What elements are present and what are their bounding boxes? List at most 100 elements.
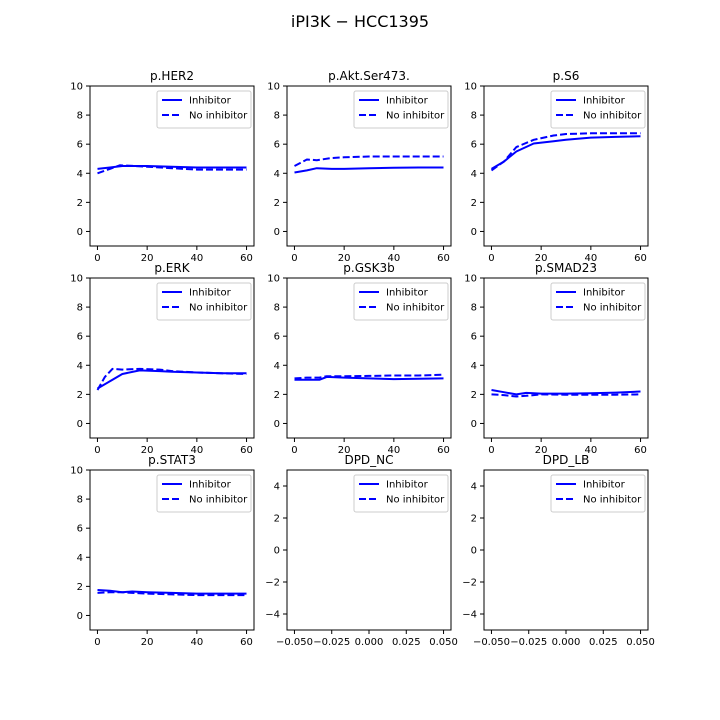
panel-p-smad23-series-no-inhibitor bbox=[491, 393, 641, 398]
panel-p-akt-ser473-ytick-label: 4 bbox=[274, 169, 280, 180]
panel-p-smad23-ytick-label: 8 bbox=[471, 303, 477, 314]
panel-p-erk-xtick-label: 20 bbox=[141, 445, 154, 456]
panel-p-her2-xtick-label: 0 bbox=[94, 253, 100, 264]
panel-p-gsk3b-legend-label-inhibitor: Inhibitor bbox=[386, 288, 429, 299]
panel-dpd-lb-xtick-label: −0.025 bbox=[510, 637, 547, 648]
panel-dpd-lb-ytick-label: 0 bbox=[471, 546, 477, 557]
panel-p-smad23-xtick-label: 60 bbox=[634, 445, 647, 456]
panel-p-akt-ser473-ytick-label: 0 bbox=[274, 227, 280, 238]
panel-p-smad23-title: p.SMAD23 bbox=[535, 261, 597, 275]
panel-dpd-lb-title: DPD_LB bbox=[543, 453, 590, 467]
panel-p-gsk3b-ytick-label: 4 bbox=[274, 361, 280, 372]
panel-p-stat3-ytick-label: 4 bbox=[77, 553, 83, 564]
panel-p-gsk3b-xtick-label: 0 bbox=[291, 445, 297, 456]
panel-dpd-lb-ytick-label: −2 bbox=[462, 578, 477, 589]
panel-dpd-lb-legend: Inhibitor No inhibitor bbox=[550, 474, 646, 513]
panel-p-erk-ytick-label: 10 bbox=[70, 274, 83, 285]
panel-dpd-lb-legend-label-inhibitor: Inhibitor bbox=[583, 480, 626, 491]
panel-p-her2-legend-label-inhibitor: Inhibitor bbox=[189, 96, 232, 107]
panel-p-stat3-legend-label-no-inhibitor: No inhibitor bbox=[189, 495, 248, 506]
panel-p-s6-ytick-label: 10 bbox=[464, 82, 477, 93]
panel-p-gsk3b-ytick-label: 8 bbox=[274, 303, 280, 314]
panel-p-s6-series-no-inhibitor bbox=[490, 132, 641, 172]
panel-dpd-nc-xtick-label: 0.025 bbox=[392, 637, 421, 648]
panel-p-smad23-ytick-label: 10 bbox=[464, 274, 477, 285]
panel-p-stat3-ytick-label: 10 bbox=[70, 466, 83, 477]
panel-p-her2-ytick-label: 8 bbox=[77, 111, 83, 122]
panel-p-gsk3b-series-inhibitor bbox=[294, 375, 444, 381]
panel-p-her2-title: p.HER2 bbox=[150, 69, 194, 83]
panel-p-erk-series-no-inhibitor bbox=[96, 367, 247, 391]
panel-p-gsk3b-legend-label-no-inhibitor: No inhibitor bbox=[386, 303, 445, 314]
panel-p-her2-ytick-label: 10 bbox=[70, 82, 83, 93]
panel-p-gsk3b-xtick-label: 20 bbox=[338, 445, 351, 456]
panel-p-erk-ytick-label: 2 bbox=[77, 390, 83, 401]
panel-p-erk-ytick-label: 6 bbox=[77, 332, 83, 343]
panel-dpd-nc: DPD_NC −0.050 −0.025 0.000 0.025 0.050 −4 −2 0 2 4… bbox=[265, 453, 458, 648]
panel-p-her2-xtick-label: 60 bbox=[240, 253, 253, 264]
panel-p-smad23: p.SMAD23 0 20 40 60 0 2 4 6 8 10 Inhibitor No inhibi… bbox=[464, 261, 649, 456]
panel-p-akt-ser473-xtick-label: 60 bbox=[437, 253, 450, 264]
panel-p-gsk3b-series-no-inhibitor bbox=[294, 373, 444, 380]
panel-p-gsk3b-ytick-label: 6 bbox=[274, 332, 280, 343]
panel-p-stat3-series-no-inhibitor bbox=[97, 591, 247, 597]
panel-p-akt-ser473-xtick-label: 20 bbox=[338, 253, 351, 264]
panel-p-s6-xtick-label: 0 bbox=[488, 253, 494, 264]
panel-p-s6-xtick-label: 60 bbox=[634, 253, 647, 264]
panel-p-her2-ytick-label: 2 bbox=[77, 198, 83, 209]
panel-p-s6-ytick-label: 0 bbox=[471, 227, 477, 238]
panel-dpd-nc-ytick-label: 2 bbox=[274, 514, 280, 525]
panel-p-erk: p.ERK 0 20 40 60 0 2 4 6 8 10 Inhibitor No inhibitor bbox=[70, 261, 255, 456]
panel-dpd-nc-ytick-label: −2 bbox=[265, 578, 280, 589]
panel-p-her2-ytick-label: 0 bbox=[77, 227, 83, 238]
panel-p-smad23-ytick-label: 6 bbox=[471, 332, 477, 343]
panel-p-erk-legend-label-no-inhibitor: No inhibitor bbox=[189, 303, 248, 314]
panel-dpd-lb-xtick-label: 0.000 bbox=[552, 637, 581, 648]
panel-dpd-lb-ytick-label: −4 bbox=[462, 610, 477, 621]
panel-p-smad23-ytick-label: 0 bbox=[471, 419, 477, 430]
panel-p-stat3-xtick-label: 0 bbox=[94, 637, 100, 648]
panel-p-erk-xtick-label: 0 bbox=[94, 445, 100, 456]
panel-p-her2-ytick-label: 4 bbox=[77, 169, 83, 180]
panel-p-smad23-ytick-label: 2 bbox=[471, 390, 477, 401]
panel-p-erk-ytick-label: 4 bbox=[77, 361, 83, 372]
panel-p-erk-xtick-label: 60 bbox=[240, 445, 253, 456]
panel-p-s6-ytick-label: 8 bbox=[471, 111, 477, 122]
panel-dpd-nc-xtick-label: 0.050 bbox=[429, 637, 458, 648]
panel-dpd-nc-ytick-label: 0 bbox=[274, 546, 280, 557]
panel-p-stat3-ytick-label: 8 bbox=[77, 495, 83, 506]
panel-p-s6-ytick-label: 4 bbox=[471, 169, 477, 180]
panel-p-smad23-series-inhibitor bbox=[491, 389, 641, 396]
panel-p-stat3-legend: Inhibitor No inhibitor bbox=[156, 474, 252, 513]
panel-p-smad23-legend: Inhibitor No inhibitor bbox=[550, 282, 646, 321]
panel-p-akt-ser473-legend-label-inhibitor: Inhibitor bbox=[386, 96, 429, 107]
panel-dpd-lb-ytick-label: 2 bbox=[471, 514, 477, 525]
panel-p-s6-xtick-label: 20 bbox=[535, 253, 548, 264]
panel-p-akt-ser473-legend: Inhibitor No inhibitor bbox=[353, 90, 449, 129]
panel-p-erk-ytick-label: 0 bbox=[77, 419, 83, 430]
panel-p-stat3-xtick-label: 40 bbox=[190, 637, 203, 648]
panel-p-akt-ser473-xtick-label: 0 bbox=[291, 253, 297, 264]
panel-p-erk-legend: Inhibitor No inhibitor bbox=[156, 282, 252, 321]
panel-p-gsk3b-xtick-label: 60 bbox=[437, 445, 450, 456]
panel-p-smad23-xtick-label: 0 bbox=[488, 445, 494, 456]
panel-p-smad23-legend-label-no-inhibitor: No inhibitor bbox=[583, 303, 642, 314]
panel-p-s6-legend-label-inhibitor: Inhibitor bbox=[583, 96, 626, 107]
panel-p-s6: p.S6 0 20 40 60 0 2 4 6 8 10 Inhibitor No inhibitor bbox=[464, 69, 649, 264]
panel-p-erk-xtick-label: 40 bbox=[190, 445, 203, 456]
panel-p-akt-ser473-ytick-label: 2 bbox=[274, 198, 280, 209]
panel-dpd-lb: DPD_LB −0.050 −0.025 0.000 0.025 0.050 −4 −2 0 2 4… bbox=[462, 453, 655, 648]
panel-p-smad23-legend-label-inhibitor: Inhibitor bbox=[583, 288, 626, 299]
panel-dpd-nc-legend-label-inhibitor: Inhibitor bbox=[386, 480, 429, 491]
panel-p-erk-title: p.ERK bbox=[154, 261, 190, 275]
panel-p-gsk3b-title: p.GSK3b bbox=[343, 261, 394, 275]
panel-dpd-lb-xtick-label: 0.050 bbox=[626, 637, 655, 648]
panel-p-s6-title: p.S6 bbox=[553, 69, 580, 83]
panel-p-s6-legend-label-no-inhibitor: No inhibitor bbox=[583, 111, 642, 122]
panel-p-akt-ser473-ytick-label: 8 bbox=[274, 111, 280, 122]
panel-p-gsk3b-ytick-label: 0 bbox=[274, 419, 280, 430]
panel-dpd-nc-legend-label-no-inhibitor: No inhibitor bbox=[386, 495, 445, 506]
panel-p-her2-legend: Inhibitor No inhibitor bbox=[156, 90, 252, 129]
panel-dpd-nc-xtick-label: −0.025 bbox=[313, 637, 350, 648]
